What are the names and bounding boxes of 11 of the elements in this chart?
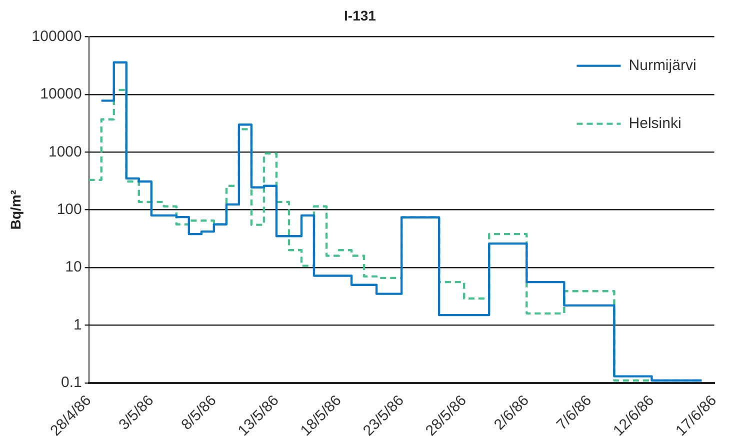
y-tick-label: 100000 bbox=[32, 28, 82, 45]
y-tick-label: 1000 bbox=[48, 143, 82, 160]
y-axis-title: Bq/m² bbox=[7, 190, 24, 230]
y-tick-label: 10 bbox=[65, 258, 82, 276]
y-tick-label: 10000 bbox=[40, 86, 82, 103]
chart-title: I-131 bbox=[344, 7, 376, 24]
y-tick-label: 0.1 bbox=[60, 374, 82, 392]
y-tick-label: 1 bbox=[74, 316, 82, 334]
legend-label: Helsinki bbox=[628, 114, 682, 132]
legend-label: Nurmijärvi bbox=[628, 56, 696, 74]
y-tick-label: 100 bbox=[56, 200, 82, 218]
